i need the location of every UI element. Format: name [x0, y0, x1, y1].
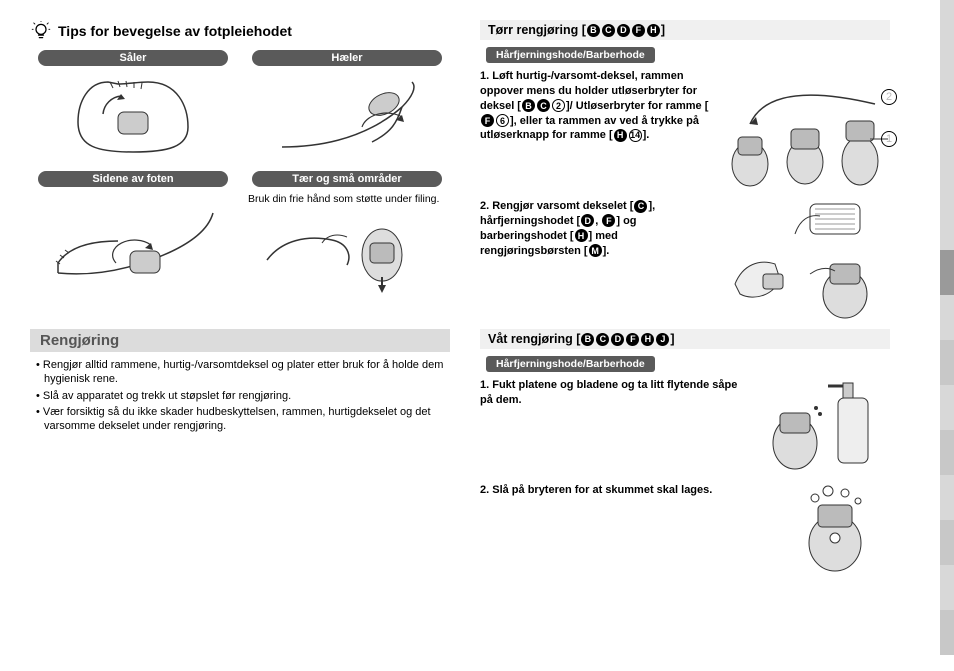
tips-header: Tips for bevegelse av fotpleiehodet	[30, 20, 450, 42]
section-cleaning: Rengjøring	[30, 329, 450, 352]
bullet-1: Rengjør alltid rammene, hurtig-/varsomtd…	[36, 358, 444, 387]
letter-f-icon: F	[481, 114, 494, 127]
tab	[940, 610, 954, 655]
letter-h-icon: H	[647, 24, 660, 37]
num-14-icon: 14	[629, 129, 642, 142]
bullet-2: Slå av apparatet og trekk ut støpslet fø…	[36, 389, 444, 403]
tab	[940, 520, 954, 565]
side-tabs	[940, 0, 954, 655]
wet-chip: Hårfjerningshode/Barberhode	[486, 356, 655, 372]
tab	[940, 475, 954, 520]
tab	[940, 0, 954, 250]
right-column: Tørr rengjøring [ B C D F H ] Hårfjernin…	[460, 20, 890, 583]
dry-step1-end: ].	[643, 129, 650, 141]
dry-letters: B C D F H	[586, 24, 661, 37]
lightbulb-icon	[30, 20, 52, 42]
cell-taer: Tær og små områder Bruk din frie hånd so…	[244, 171, 450, 301]
dry-step2-pre: 2. Rengjør varsomt dekselet [	[480, 200, 633, 212]
letter-d-icon: D	[611, 333, 624, 346]
dry-step1-illustration: 2 1	[720, 69, 890, 189]
letter-f-icon: F	[602, 214, 615, 227]
wet-step2-text: 2. Slå på bryteren for at skummet skal l…	[480, 483, 780, 573]
wet-step2-illustration	[780, 483, 890, 573]
wet-letters: B C D F H J	[580, 333, 670, 346]
illustration-saler	[38, 72, 228, 157]
num-2-icon: 2	[552, 99, 565, 112]
wet-title-close: ]	[670, 332, 674, 346]
cell-saler: Såler	[30, 50, 236, 163]
num-6-icon: 6	[496, 114, 509, 127]
note-taer: Bruk din frie hånd som støtte under fili…	[244, 193, 450, 205]
dry-step2-illustration	[720, 199, 890, 319]
illustration-sidene	[38, 193, 228, 293]
letter-c-icon: C	[537, 99, 550, 112]
illustration-haeler	[252, 72, 442, 157]
letter-c-icon: C	[596, 333, 609, 346]
illustration-taer	[252, 205, 442, 295]
letter-b-icon: B	[587, 24, 600, 37]
pill-taer: Tær og små områder	[252, 171, 442, 187]
dry-title-text: Tørr rengjøring [	[488, 23, 586, 37]
callout-1-icon: 1	[881, 131, 897, 147]
wet-clean-header: Våt rengjøring [ B C D F H J ]	[480, 329, 890, 349]
letter-c-icon: C	[634, 200, 647, 213]
letter-d-icon: D	[617, 24, 630, 37]
letter-b-icon: B	[581, 333, 594, 346]
wet-step1-illustration	[760, 378, 890, 473]
tab	[940, 430, 954, 475]
dry-clean-header: Tørr rengjøring [ B C D F H ]	[480, 20, 890, 40]
pill-sidene: Sidene av foten	[38, 171, 228, 187]
letter-j-icon: J	[656, 333, 669, 346]
tab	[940, 565, 954, 610]
cell-haeler: Hæler	[244, 50, 450, 163]
cell-sidene: Sidene av foten	[30, 171, 236, 301]
letter-m-icon: M	[589, 244, 602, 257]
letter-d-icon: D	[581, 214, 594, 227]
letter-h-icon: H	[575, 229, 588, 242]
letter-f-icon: F	[626, 333, 639, 346]
letter-h-icon: H	[614, 129, 627, 142]
letter-h-icon: H	[641, 333, 654, 346]
dry-chip: Hårfjerningshode/Barberhode	[486, 47, 655, 63]
left-column: Tips for bevegelse av fotpleiehodet Såle…	[30, 20, 460, 583]
tab	[940, 295, 954, 340]
dry-s2-a5: ].	[603, 245, 610, 257]
callout-2-icon: 2	[881, 89, 897, 105]
tab-active	[940, 250, 954, 295]
letter-b-icon: B	[522, 99, 535, 112]
dry-s2-a2: ,	[595, 215, 601, 227]
tab	[940, 385, 954, 430]
dry-step1-mid1a: ]/ Utløserbryter for ramme [	[566, 100, 708, 112]
letter-c-icon: C	[602, 24, 615, 37]
pill-haeler: Hæler	[252, 50, 442, 66]
dry-step1-mid2a: ], eller ta rammen av ved å trykke på ut…	[480, 115, 699, 142]
letter-f-icon: F	[632, 24, 645, 37]
bullet-3: Vær forsiktig så du ikke skader hudbesky…	[36, 405, 444, 434]
pill-saler: Såler	[38, 50, 228, 66]
wet-step1-text: 1. Fukt platene og bladene og ta litt fl…	[480, 378, 760, 473]
tips-title: Tips for bevegelse av fotpleiehodet	[58, 23, 292, 39]
dry-step2-text: 2. Rengjør varsomt dekselet [C], hårfjer…	[480, 199, 720, 319]
dry-title-close: ]	[661, 23, 665, 37]
cleaning-bullets: Rengjør alltid rammene, hurtig-/varsomtd…	[30, 358, 450, 433]
dry-step1-text: 1. Løft hurtig-/varsomt-deksel, rammen o…	[480, 69, 720, 189]
tab	[940, 340, 954, 385]
wet-title-text: Våt rengjøring [	[488, 332, 580, 346]
